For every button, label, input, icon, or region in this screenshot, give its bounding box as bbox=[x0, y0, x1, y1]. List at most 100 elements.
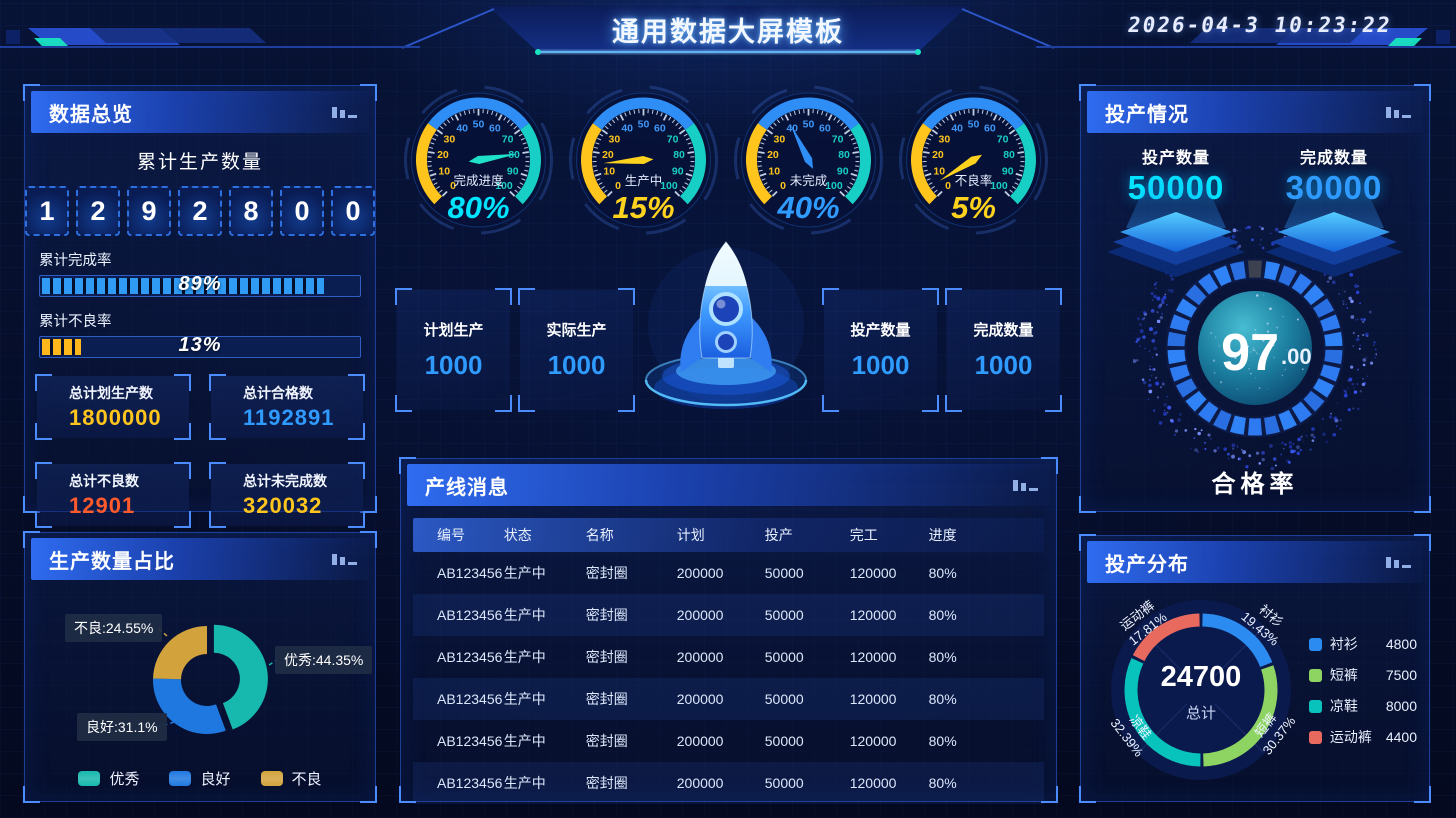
table-cell: 50000 bbox=[765, 691, 850, 707]
legend-swatch bbox=[169, 771, 191, 786]
table-cell: 200000 bbox=[677, 607, 765, 623]
legend-swatch bbox=[1309, 700, 1322, 713]
rate-bars: 累计完成率 89% 累计不良率 13% bbox=[25, 249, 375, 358]
rocket-illustration bbox=[618, 220, 836, 428]
panel-menu-icon[interactable] bbox=[332, 554, 357, 565]
stat-unfinished: 总计未完成数 320032 bbox=[211, 464, 363, 526]
bar-value: 13% bbox=[40, 334, 360, 357]
stat-value: 1192891 bbox=[243, 405, 363, 431]
svg-text:10: 10 bbox=[603, 166, 615, 178]
metric-label: 完成数量 bbox=[1259, 144, 1409, 168]
slice-label-不良: 不良:24.55% bbox=[65, 614, 162, 642]
box-planned-production: 计划生产 1000 bbox=[397, 290, 510, 410]
table-cell: 120000 bbox=[850, 649, 929, 665]
svg-text:10: 10 bbox=[438, 166, 450, 178]
panel-title: 投产分布 bbox=[1087, 548, 1189, 577]
box-label: 实际生产 bbox=[546, 319, 606, 340]
stat-label: 总计划生产数 bbox=[69, 383, 189, 403]
legend-swatch bbox=[261, 771, 283, 786]
panel-menu-icon[interactable] bbox=[1013, 480, 1038, 491]
box-value: 1000 bbox=[975, 350, 1033, 381]
counter-label: 累计生产数量 bbox=[25, 147, 375, 174]
box-actual-production: 实际生产 1000 bbox=[520, 290, 633, 410]
table-cell: 200000 bbox=[677, 733, 765, 749]
dashboard: 通用数据大屏模板 2026-04-3 10:23:22 数据总览 累计生产数量 … bbox=[0, 0, 1456, 818]
gauge-completion-progress: 0 10 20 30 40 50 60 70 80 90 100 完成进度 80% bbox=[396, 84, 561, 242]
table-cell: 生产中 bbox=[504, 689, 586, 709]
column-header: 状态 bbox=[504, 525, 586, 545]
legend-swatch bbox=[78, 771, 100, 786]
panel-production-ratio: 生产数量占比 优秀:44.35% 良好:31.1% 不良:24.55% 优秀 良好 不良 bbox=[24, 532, 376, 802]
stat-label: 总计不良数 bbox=[69, 471, 189, 491]
legend-item-运动裤[interactable]: 运动裤 4400 bbox=[1309, 727, 1417, 747]
table-cell: 生产中 bbox=[504, 773, 586, 793]
legend-item-不良[interactable]: 不良 bbox=[261, 768, 322, 789]
panel-menu-icon[interactable] bbox=[332, 107, 357, 118]
counter-digit: 2 bbox=[178, 186, 222, 236]
legend-value: 4400 bbox=[1386, 729, 1417, 745]
svg-text:60: 60 bbox=[489, 122, 501, 134]
stat-label: 总计未完成数 bbox=[243, 471, 363, 491]
table-cell: 80% bbox=[929, 691, 1044, 707]
table-cell: 80% bbox=[929, 565, 1044, 581]
overview-stats: 总计划生产数 1800000 总计合格数 1192891 总计不良数 12901 总计未完成… bbox=[37, 376, 363, 526]
svg-text:20: 20 bbox=[767, 149, 779, 161]
table-cell: 密封圈 bbox=[586, 563, 677, 583]
table-cell: AB123456 bbox=[437, 649, 504, 665]
pass-rate-label: 合格率 bbox=[1081, 464, 1429, 499]
svg-text:10: 10 bbox=[768, 166, 780, 178]
svg-text:5%: 5% bbox=[951, 190, 996, 225]
distribution-legend: 衬衫 4800 短裤 7500 凉鞋 8000 运动裤 4400 bbox=[1309, 634, 1417, 747]
legend-item-短裤[interactable]: 短裤 7500 bbox=[1309, 665, 1417, 685]
table-cell: AB123456 bbox=[437, 733, 504, 749]
counter-digit: 8 bbox=[229, 186, 273, 236]
panel-title: 生产数量占比 bbox=[31, 545, 175, 574]
legend-value: 7500 bbox=[1386, 667, 1417, 683]
panel-menu-icon[interactable] bbox=[1386, 557, 1411, 568]
table-cell: 80% bbox=[929, 607, 1044, 623]
panel-menu-icon[interactable] bbox=[1386, 107, 1411, 118]
table-cell: 80% bbox=[929, 775, 1044, 791]
svg-text:30: 30 bbox=[609, 133, 621, 145]
legend-label: 短裤 bbox=[1330, 665, 1386, 685]
table-cell: 120000 bbox=[850, 565, 929, 581]
column-header: 进度 bbox=[929, 525, 1044, 545]
bar-track: 89% bbox=[39, 275, 361, 297]
legend-swatch bbox=[1309, 638, 1322, 651]
stat-value: 12901 bbox=[69, 493, 189, 519]
table-row: AB123456 生产中 密封圈 200000 50000 120000 80% bbox=[413, 594, 1044, 636]
slice-label-良好: 良好:31.1% bbox=[77, 713, 167, 741]
bar-label: 累计完成率 bbox=[39, 249, 361, 270]
svg-text:20: 20 bbox=[602, 149, 614, 161]
column-header: 投产 bbox=[765, 525, 850, 545]
svg-text:90: 90 bbox=[507, 166, 519, 178]
metric-completed-quantity: 完成数量 30000 bbox=[1259, 144, 1409, 276]
panel-title: 投产情况 bbox=[1087, 98, 1189, 127]
panel-title: 数据总览 bbox=[31, 98, 133, 127]
column-header: 编号 bbox=[437, 525, 504, 545]
legend-label: 良好 bbox=[200, 768, 230, 789]
legend-item-优秀[interactable]: 优秀 bbox=[78, 768, 139, 789]
metric-label: 投产数量 bbox=[1101, 144, 1251, 168]
legend-item-凉鞋[interactable]: 凉鞋 8000 bbox=[1309, 696, 1417, 716]
legend-item-衬衫[interactable]: 衬衫 4800 bbox=[1309, 634, 1417, 654]
production-counter: 1292800 bbox=[25, 186, 375, 236]
bar-value: 89% bbox=[40, 273, 360, 296]
panel-header: 投产分布 bbox=[1087, 541, 1423, 583]
svg-text:90: 90 bbox=[837, 166, 849, 178]
svg-text:70: 70 bbox=[997, 133, 1009, 145]
svg-text:30: 30 bbox=[444, 133, 456, 145]
svg-text:40: 40 bbox=[456, 122, 468, 134]
table-cell: AB123456 bbox=[437, 565, 504, 581]
svg-text:20: 20 bbox=[932, 149, 944, 161]
table-cell: 50000 bbox=[765, 565, 850, 581]
svg-text:24700: 24700 bbox=[1161, 661, 1242, 693]
table-cell: 200000 bbox=[677, 775, 765, 791]
table-cell: 50000 bbox=[765, 775, 850, 791]
panel-distribution: 投产分布 24700 总计 衬衫 19.43% 短裤 30.37% 凉鞋 32.39% 运动裤 1… bbox=[1080, 535, 1430, 802]
legend-item-良好[interactable]: 良好 bbox=[169, 768, 230, 789]
svg-text:不良率: 不良率 bbox=[955, 173, 993, 188]
table-row: AB123456 生产中 密封圈 200000 50000 120000 80% bbox=[413, 678, 1044, 720]
svg-text:.00: .00 bbox=[1281, 344, 1312, 369]
table-cell: 密封圈 bbox=[586, 773, 677, 793]
